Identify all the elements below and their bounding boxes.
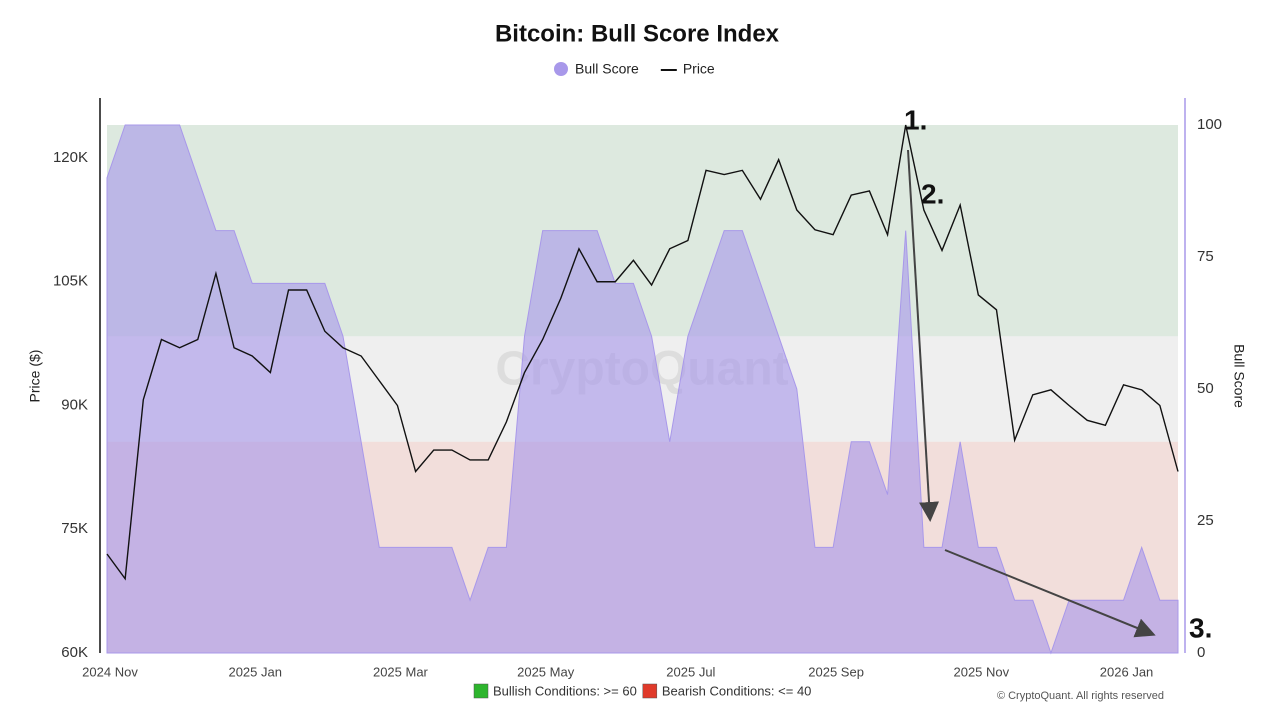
arrow <box>944 549 1156 638</box>
y-tick-label: 120K <box>53 149 88 166</box>
plot-area: CryptoQuant <box>106 124 1179 655</box>
x-tick-label: 2025 Jul <box>666 664 715 679</box>
x-tick-label: 2025 Jan <box>228 664 282 679</box>
legend-label: Bull Score <box>575 61 639 77</box>
band-legend-swatch <box>642 683 658 699</box>
x-tick-label: 2025 Sep <box>808 664 864 679</box>
y-tick-label: 105K <box>53 273 88 290</box>
y-axis-label: Price ($) <box>27 350 43 403</box>
annotation: 3. <box>1189 612 1212 643</box>
band-legend-swatch <box>473 683 489 699</box>
arrow <box>907 149 940 522</box>
annotation: 1. <box>904 104 927 135</box>
x-tick-label: 2024 Nov <box>82 664 138 679</box>
chart-title: Bitcoin: Bull Score Index <box>495 20 780 47</box>
line <box>106 124 1179 581</box>
x-tick-label: 2025 Nov <box>953 664 1009 679</box>
y2-tick-label: 100 <box>1197 116 1222 133</box>
annotation: 2. <box>921 178 944 209</box>
band-legend-label: Bearish Conditions: <= 40 <box>662 683 812 698</box>
y2-tick-label: 0 <box>1197 644 1205 661</box>
y2-tick-label: 25 <box>1197 512 1214 529</box>
x-tick-label: 2025 Mar <box>373 664 429 679</box>
x-tick-label: 2025 May <box>517 664 575 679</box>
legend-label: Price <box>683 61 715 77</box>
x-tick-label: 2026 Jan <box>1100 664 1154 679</box>
y2-tick-label: 50 <box>1197 380 1214 397</box>
credit: © CryptoQuant. All rights reserved <box>997 690 1164 702</box>
band-legend-label: Bullish Conditions: >= 60 <box>493 683 637 698</box>
y-tick-label: 75K <box>61 520 88 537</box>
y2-axis-label: Bull Score <box>1231 344 1247 408</box>
y-tick-label: 90K <box>61 396 88 413</box>
area <box>106 124 1179 655</box>
y2-tick-label: 75 <box>1197 248 1214 265</box>
y-tick-label: 60K <box>61 644 88 661</box>
legend-swatch <box>554 62 568 76</box>
